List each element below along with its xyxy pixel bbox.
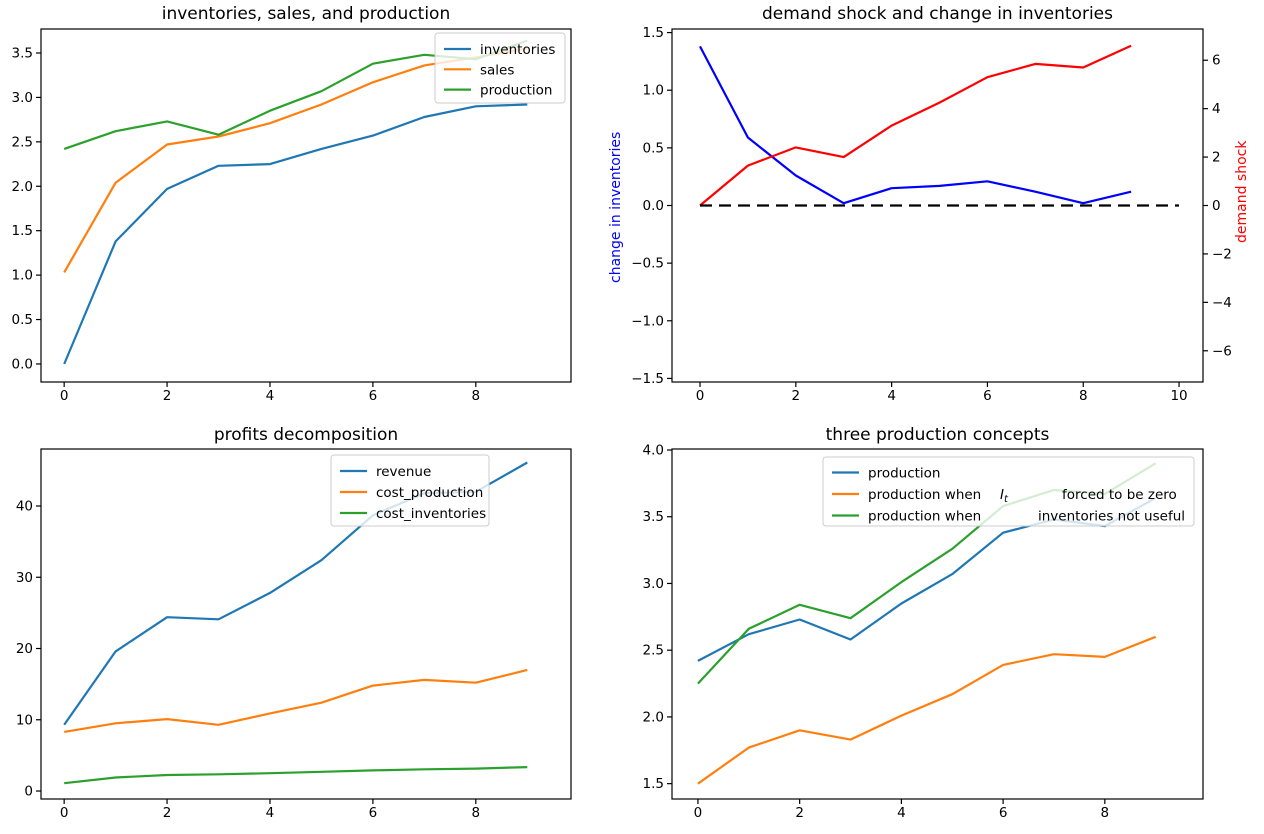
y-tick-label: 0.5 — [12, 312, 33, 328]
x-tick-label: 0 — [60, 805, 69, 821]
series-line-cost-production — [64, 668, 528, 733]
series-line-change-in-inventories — [699, 45, 1132, 205]
right-y-tick-label: −4 — [1212, 295, 1232, 311]
chart-title-demand-shock-and-change-in-inventories: demand shock and change in inventories — [762, 4, 1113, 24]
x-tick-label: 4 — [897, 805, 906, 821]
right-y-tick-label: 6 — [1212, 53, 1221, 69]
y-tick-label: 2.5 — [12, 134, 33, 150]
x-tick-label: 4 — [887, 388, 896, 404]
y-tick-label: 40 — [16, 499, 33, 515]
chart-title-profits-decomposition: profits decomposition — [213, 425, 399, 445]
y-tick-label: 1.5 — [643, 776, 664, 792]
legend-label-forced-to-be-zero: forced to be zero — [1062, 487, 1177, 503]
x-tick-label: 6 — [369, 388, 378, 404]
x-tick-label: 8 — [1101, 805, 1110, 821]
y-axis-label-demand-shock: demand shock — [1234, 140, 1250, 243]
y-axis-label-change-in-inventories: change in inventories — [608, 131, 624, 283]
y-tick-label: 0.0 — [643, 198, 664, 214]
x-tick-label: 2 — [163, 805, 172, 821]
right-y-tick-label: −2 — [1212, 246, 1232, 262]
axes-frame — [40, 448, 572, 800]
y-tick-label: 1.5 — [643, 25, 664, 41]
x-tick-label: 0 — [696, 388, 705, 404]
legend-label-production-when: production when — [868, 509, 981, 525]
y-tick-label: 2.5 — [643, 643, 664, 659]
legend-label-production: production — [868, 466, 941, 482]
y-tick-label: 3.5 — [643, 509, 664, 525]
legend-label-inventories: inventories — [480, 42, 555, 58]
legend-box — [330, 454, 490, 527]
legend-box — [822, 456, 1195, 527]
legend: production production when It forced to be … — [822, 456, 1195, 527]
y-tick-label: 1.5 — [12, 223, 33, 239]
x-tick-label: 8 — [472, 388, 481, 404]
x-tick-label: 2 — [795, 805, 804, 821]
legend-label-cost-production: cost_production — [376, 485, 483, 501]
series-line-demand-shock — [699, 44, 1132, 207]
chart-three-production-concepts: production production when It forced to be … — [643, 443, 1204, 821]
legend-label-inventories-not-useful: inventories not useful — [1038, 509, 1185, 525]
chart-profits-decomposition: revenue cost_production cost_inventories 0 2… — [16, 448, 572, 821]
axes-frame — [671, 448, 1204, 800]
y-tick-label: 2.0 — [12, 179, 33, 195]
y-tick-label: 3.0 — [643, 576, 664, 592]
y-tick-label: −1.5 — [631, 371, 664, 387]
legend-label-i-t: It — [1000, 487, 1009, 505]
chart-inventories-sales-production: inventories sales production 0 2 4 6 8 0.0 0.5 1.0… — [12, 28, 572, 404]
legend-label-production: production — [480, 83, 553, 99]
y-tick-label: −1.0 — [631, 313, 664, 329]
y-tick-label: 4.0 — [643, 443, 664, 459]
legend-label-cost-inventories: cost_inventories — [376, 506, 486, 522]
x-tick-label: 6 — [983, 388, 992, 404]
y-tick-label: −0.5 — [631, 256, 664, 272]
legend: revenue cost_production cost_inventories — [330, 454, 490, 527]
right-y-tick-label: −6 — [1212, 343, 1232, 359]
x-tick-label: 2 — [792, 388, 801, 404]
legend: inventories sales production — [434, 32, 566, 104]
legend-label-sales: sales — [480, 62, 514, 78]
series-line-cost-inventories — [64, 766, 528, 785]
series-line-production-when-it-forced-to-be-zero — [697, 635, 1157, 785]
right-y-tick-label: 4 — [1212, 101, 1221, 117]
y-tick-label: 2.0 — [643, 709, 664, 725]
legend-box — [434, 32, 566, 104]
axes-frame — [40, 28, 572, 383]
x-tick-label: 0 — [60, 388, 69, 404]
chart-title-three-production-concepts: three production concepts — [825, 425, 1050, 445]
x-tick-label: 8 — [1079, 388, 1088, 404]
x-tick-label: 10 — [1170, 388, 1187, 404]
series-line-inventories — [63, 103, 528, 365]
x-tick-label: 6 — [369, 805, 378, 821]
legend-label-revenue: revenue — [376, 464, 431, 480]
x-tick-label: 0 — [694, 805, 703, 821]
x-tick-label: 2 — [163, 388, 172, 404]
y-tick-label: 3.0 — [12, 90, 33, 106]
y-tick-label: 1.0 — [643, 83, 664, 99]
y-tick-label: 1.0 — [12, 268, 33, 284]
y-tick-label: 10 — [16, 712, 33, 728]
y-tick-label: 3.5 — [12, 45, 33, 61]
y-tick-label: 30 — [16, 570, 33, 586]
x-tick-label: 4 — [266, 805, 275, 821]
y-tick-label: 0.0 — [12, 356, 33, 372]
y-tick-label: 0 — [24, 784, 33, 800]
x-tick-label: 8 — [472, 805, 481, 821]
x-tick-label: 6 — [999, 805, 1008, 821]
legend-label-production-when: production when — [868, 487, 981, 503]
chart-title-inventories-sales-production: inventories, sales, and production — [161, 4, 451, 24]
y-tick-label: 0.5 — [643, 140, 664, 156]
right-y-tick-label: 0 — [1212, 198, 1221, 214]
y-tick-label: 20 — [16, 641, 33, 657]
right-y-tick-label: 2 — [1212, 150, 1221, 166]
x-tick-label: 4 — [266, 388, 275, 404]
chart-demand-shock-and-change-in-inventories: 0 2 4 6 8 10 −1.5 −1.0 −0.5 0.0 0.5 1.0 1.5 −6 −4 −2 0 2 4… — [631, 25, 1232, 404]
